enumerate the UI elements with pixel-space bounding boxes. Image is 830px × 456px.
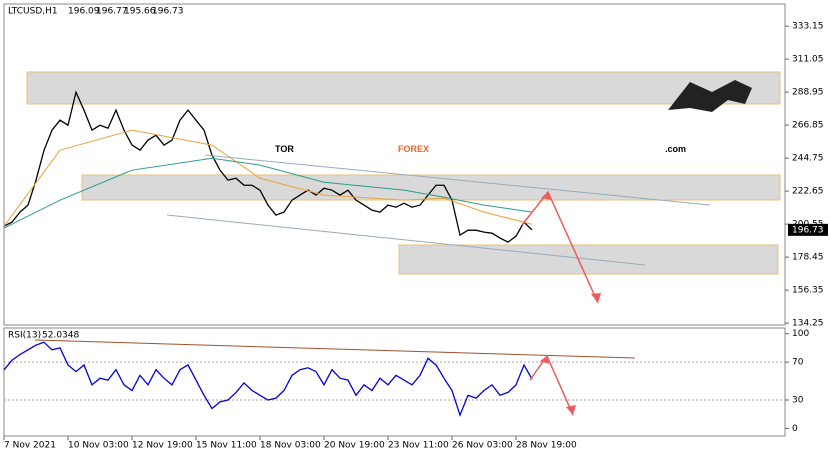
rsi-value: 52.0348 [42,331,79,341]
ohlc-value: 196.73 [152,7,184,17]
series-line [3,157,533,229]
y-tick-label: 244.75 [792,154,824,164]
series-line [3,90,533,243]
zone [81,174,781,201]
trend-line [166,214,646,266]
arrow-head [566,405,576,415]
y-tick-label: 70 [792,358,804,368]
arrow-head [591,293,601,303]
ohlc-value: 195.66 [124,7,156,17]
y-tick-label: 30 [792,396,804,406]
y-tick-label: 156.35 [792,286,824,296]
last-price: 196.73 [792,225,824,235]
logo-text: .com [665,144,686,154]
y-tick-label: 134.25 [792,319,824,329]
x-tick-label: 10 Nov 03:00 [68,441,129,451]
rsi-panel [3,327,786,437]
rsi-title: RSI(13) [8,331,41,341]
x-tick-label: 26 Nov 03:00 [452,441,513,451]
x-tick-label: 23 Nov 11:00 [388,441,449,451]
y-tick-label: 178.45 [792,253,824,263]
series-line [3,341,533,418]
logo-text: FOREX [398,144,429,154]
price-tag [788,223,828,236]
trend-line [204,154,711,206]
y-tick-label: 266.85 [792,121,824,131]
symbol: LTCUSD,H1 [8,7,58,17]
x-tick-label: 18 Nov 03:00 [260,441,321,451]
bull-icon [668,80,752,112]
series-line [3,129,533,227]
y-tick-label: 222.65 [792,187,824,197]
logo: TOR FOREX .com [275,80,752,154]
trend-line [34,339,636,359]
ohlc-value: 196.77 [96,7,128,17]
y-tick-label: 311.05 [792,55,824,65]
x-tick-label: 15 Nov 11:00 [196,441,257,451]
y-tick-label: 100 [792,329,809,339]
y-tick-label: 288.95 [792,88,824,98]
logo-text: TOR [275,144,294,154]
y-tick-label: 0 [792,424,798,434]
x-tick-label: 20 Nov 19:00 [324,441,385,451]
main-panel [3,3,786,326]
ohlc-value: 196.09 [68,7,100,17]
x-tick-label: 28 Nov 19:00 [516,441,577,451]
x-tick-label: 7 Nov 2021 [4,441,56,451]
x-tick-label: 12 Nov 19:00 [132,441,193,451]
zone [26,71,781,105]
arrow-head [541,192,551,200]
arrow-head [540,356,549,364]
y-tick-label: 333.15 [792,22,824,32]
